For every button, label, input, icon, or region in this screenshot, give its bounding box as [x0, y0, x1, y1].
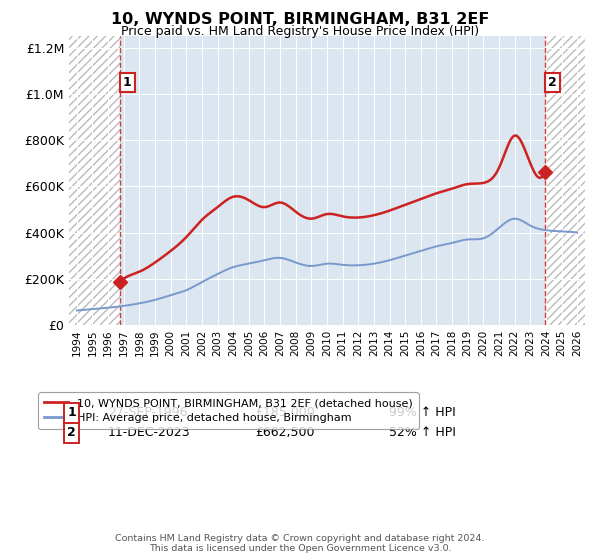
Text: 1: 1 — [67, 406, 76, 419]
Text: 2: 2 — [67, 427, 76, 440]
Text: 27-SEP-1996: 27-SEP-1996 — [108, 406, 187, 419]
Text: Contains HM Land Registry data © Crown copyright and database right 2024.
This d: Contains HM Land Registry data © Crown c… — [115, 534, 485, 553]
Text: Price paid vs. HM Land Registry's House Price Index (HPI): Price paid vs. HM Land Registry's House … — [121, 25, 479, 38]
Legend: 10, WYNDS POINT, BIRMINGHAM, B31 2EF (detached house), HPI: Average price, detac: 10, WYNDS POINT, BIRMINGHAM, B31 2EF (de… — [38, 393, 419, 429]
Bar — [545, 36, 585, 325]
Bar — [69, 36, 119, 325]
Text: 99% ↑ HPI: 99% ↑ HPI — [389, 406, 455, 419]
Text: £662,500: £662,500 — [255, 427, 314, 440]
Text: 1: 1 — [122, 76, 131, 89]
Text: 11-DEC-2023: 11-DEC-2023 — [108, 427, 190, 440]
Text: 52% ↑ HPI: 52% ↑ HPI — [389, 427, 456, 440]
Text: 2: 2 — [548, 76, 557, 89]
Text: 10, WYNDS POINT, BIRMINGHAM, B31 2EF: 10, WYNDS POINT, BIRMINGHAM, B31 2EF — [111, 12, 489, 27]
Text: £185,000: £185,000 — [255, 406, 314, 419]
